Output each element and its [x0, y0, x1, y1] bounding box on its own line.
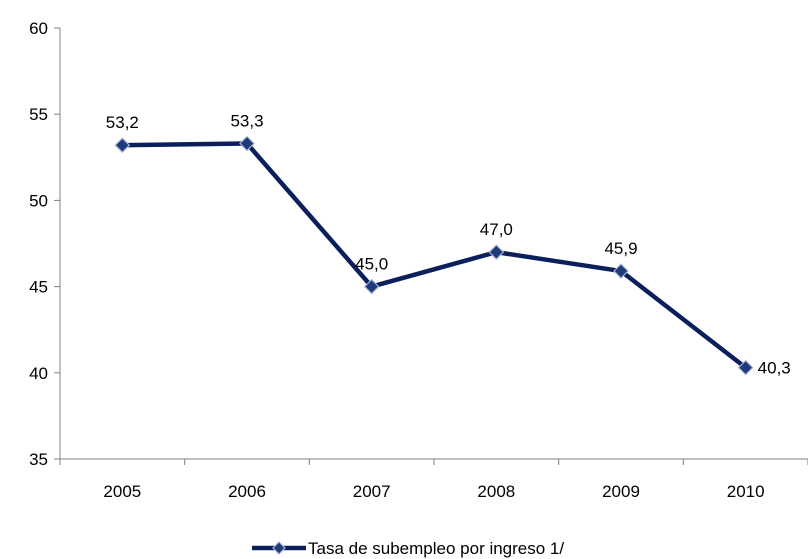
x-tick-label: 2010	[727, 482, 765, 501]
x-tick-label: 2005	[103, 482, 141, 501]
data-point-marker	[363, 278, 380, 295]
data-label: 53,2	[106, 113, 139, 132]
data-point-marker	[239, 135, 255, 152]
x-ticks: 2005 2006 2007 2008 2009 2010	[59, 459, 808, 501]
plot-area: 53,2 53,3 45,0 47,0 45,9 40,3	[106, 112, 791, 378]
data-point-marker	[737, 359, 754, 376]
y-tick-label: 40	[29, 364, 48, 383]
y-tick-label: 55	[29, 105, 48, 124]
y-tick-label: 60	[29, 19, 48, 38]
series-line	[122, 141, 748, 370]
data-point-marker	[488, 244, 505, 260]
x-tick-label: 2007	[353, 482, 391, 501]
x-tick-label: 2009	[602, 482, 640, 501]
data-label: 47,0	[480, 220, 513, 239]
legend-marker	[272, 541, 286, 555]
y-axis: 35 40 45 50 55 60	[29, 19, 61, 469]
data-point-marker	[613, 263, 629, 279]
y-ticks: 35 40 45 50 55 60	[29, 19, 60, 469]
x-tick-label: 2008	[477, 482, 515, 501]
y-tick-label: 45	[29, 278, 48, 297]
y-tick-label: 35	[29, 450, 48, 469]
data-point-marker	[114, 137, 131, 154]
data-label: 45,9	[604, 239, 637, 258]
x-tick-label: 2006	[228, 482, 266, 501]
y-tick-label: 50	[29, 191, 48, 210]
data-label: 53,3	[230, 112, 263, 131]
legend-label: Tasa de subempleo por ingreso 1/	[308, 539, 564, 558]
legend: Tasa de subempleo por ingreso 1/	[252, 539, 564, 558]
data-label: 40,3	[758, 359, 791, 378]
x-axis: 2005 2006 2007 2008 2009 2010	[59, 458, 808, 501]
data-label: 45,0	[355, 255, 388, 274]
